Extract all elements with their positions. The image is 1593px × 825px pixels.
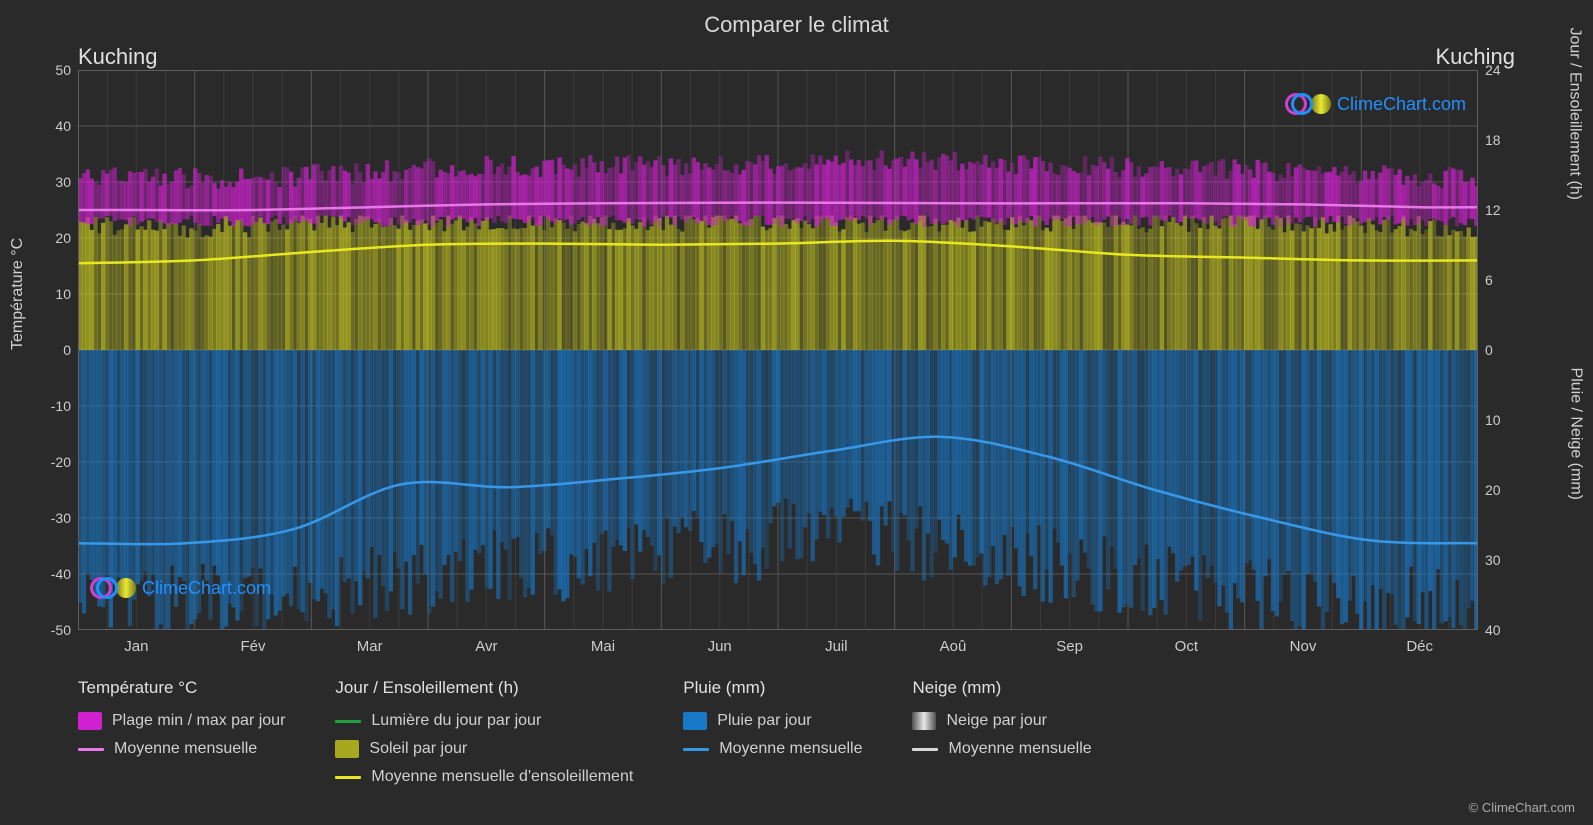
y-tick-left: 30 [21, 174, 71, 190]
swatch-icon [912, 712, 936, 730]
swatch-icon [335, 740, 359, 758]
y-axis-right-top-label: Jour / Ensoleillement (h) [1566, 27, 1584, 200]
x-tick-month: Mar [357, 638, 383, 655]
plot-area: ClimeChart.com ClimeChart.com [78, 70, 1478, 630]
y-axis-right-bottom-label: Pluie / Neige (mm) [1566, 368, 1584, 500]
y-tick-left: 40 [21, 118, 71, 134]
legend-heading-day: Jour / Ensoleillement (h) [335, 678, 633, 698]
logo-rings-icon [1285, 90, 1313, 118]
y-tick-right: 6 [1485, 272, 1535, 288]
x-tick-month: Avr [475, 638, 497, 655]
legend-label: Neige par jour [946, 712, 1047, 730]
y-tick-left: 10 [21, 286, 71, 302]
legend-heading-rain: Pluie (mm) [683, 678, 862, 698]
swatch-line-icon [335, 776, 361, 779]
swatch-line-icon [78, 748, 104, 751]
legend-item-sun-daily: Soleil par jour [335, 740, 633, 758]
legend-label: Lumière du jour par jour [371, 712, 541, 730]
x-tick-month: Nov [1290, 638, 1317, 655]
legend-item-snow-mean: Moyenne mensuelle [912, 740, 1091, 758]
logo-rings-icon [90, 574, 118, 602]
y-tick-right: 20 [1485, 482, 1535, 498]
y-tick-right: 24 [1485, 62, 1535, 78]
legend-label: Plage min / max par jour [112, 712, 285, 730]
x-tick-month: Fév [240, 638, 265, 655]
chart-title: Comparer le climat [0, 12, 1593, 38]
legend-item-rain-daily: Pluie par jour [683, 712, 862, 730]
logo-sun-icon [116, 578, 136, 598]
brand-text-top: ClimeChart.com [1337, 94, 1466, 115]
x-tick-month: Jun [708, 638, 732, 655]
legend-item-daylight: Lumière du jour par jour [335, 712, 633, 730]
legend-label: Moyenne mensuelle [114, 740, 257, 758]
swatch-line-icon [912, 748, 938, 751]
y-tick-left: 20 [21, 230, 71, 246]
brand-text-bottom: ClimeChart.com [142, 578, 271, 599]
brand-logo-top: ClimeChart.com [1285, 90, 1466, 118]
legend-label: Moyenne mensuelle [948, 740, 1091, 758]
y-tick-right: 30 [1485, 552, 1535, 568]
legend-item-temp-mean: Moyenne mensuelle [78, 740, 285, 758]
legend-heading-temp: Température °C [78, 678, 285, 698]
y-tick-right: 10 [1485, 412, 1535, 428]
y-tick-left: -10 [21, 398, 71, 414]
legend-item-snow-daily: Neige par jour [912, 712, 1091, 730]
legend-item-sun-mean: Moyenne mensuelle d'ensoleillement [335, 768, 633, 786]
x-tick-month: Oct [1175, 638, 1198, 655]
x-tick-month: Sep [1056, 638, 1083, 655]
y-tick-right: 40 [1485, 622, 1535, 638]
x-tick-month: Juil [825, 638, 848, 655]
y-tick-right: 18 [1485, 132, 1535, 148]
x-tick-month: Aoû [940, 638, 967, 655]
legend-col-temp: Température °C Plage min / max par jour … [78, 678, 285, 758]
legend-label: Moyenne mensuelle [719, 740, 862, 758]
location-left-label: Kuching [78, 44, 158, 70]
y-tick-left: -20 [21, 454, 71, 470]
brand-logo-bottom: ClimeChart.com [90, 574, 271, 602]
legend-heading-snow: Neige (mm) [912, 678, 1091, 698]
x-tick-month: Déc [1406, 638, 1433, 655]
legend-label: Moyenne mensuelle d'ensoleillement [371, 768, 633, 786]
chart-container: Comparer le climat Kuching Kuching Tempé… [0, 0, 1593, 825]
legend-col-rain: Pluie (mm) Pluie par jour Moyenne mensue… [683, 678, 862, 758]
y-tick-left: -50 [21, 622, 71, 638]
logo-sun-icon [1311, 94, 1331, 114]
legend-col-day: Jour / Ensoleillement (h) Lumière du jou… [335, 678, 633, 786]
copyright-text: © ClimeChart.com [1469, 800, 1575, 815]
y-tick-left: -40 [21, 566, 71, 582]
y-tick-right: 12 [1485, 202, 1535, 218]
y-tick-right: 0 [1485, 342, 1535, 358]
swatch-line-icon [683, 748, 709, 751]
legend-col-snow: Neige (mm) Neige par jour Moyenne mensue… [912, 678, 1091, 758]
x-tick-month: Mai [591, 638, 615, 655]
x-tick-month: Jan [124, 638, 148, 655]
legend-item-rain-mean: Moyenne mensuelle [683, 740, 862, 758]
swatch-line-icon [335, 720, 361, 723]
legend-label: Pluie par jour [717, 712, 811, 730]
legend-label: Soleil par jour [369, 740, 467, 758]
swatch-icon [683, 712, 707, 730]
swatch-icon [78, 712, 102, 730]
y-tick-left: -30 [21, 510, 71, 526]
y-tick-left: 50 [21, 62, 71, 78]
y-tick-left: 0 [21, 342, 71, 358]
legend-item-temp-range: Plage min / max par jour [78, 712, 285, 730]
legend: Température °C Plage min / max par jour … [78, 678, 1478, 786]
